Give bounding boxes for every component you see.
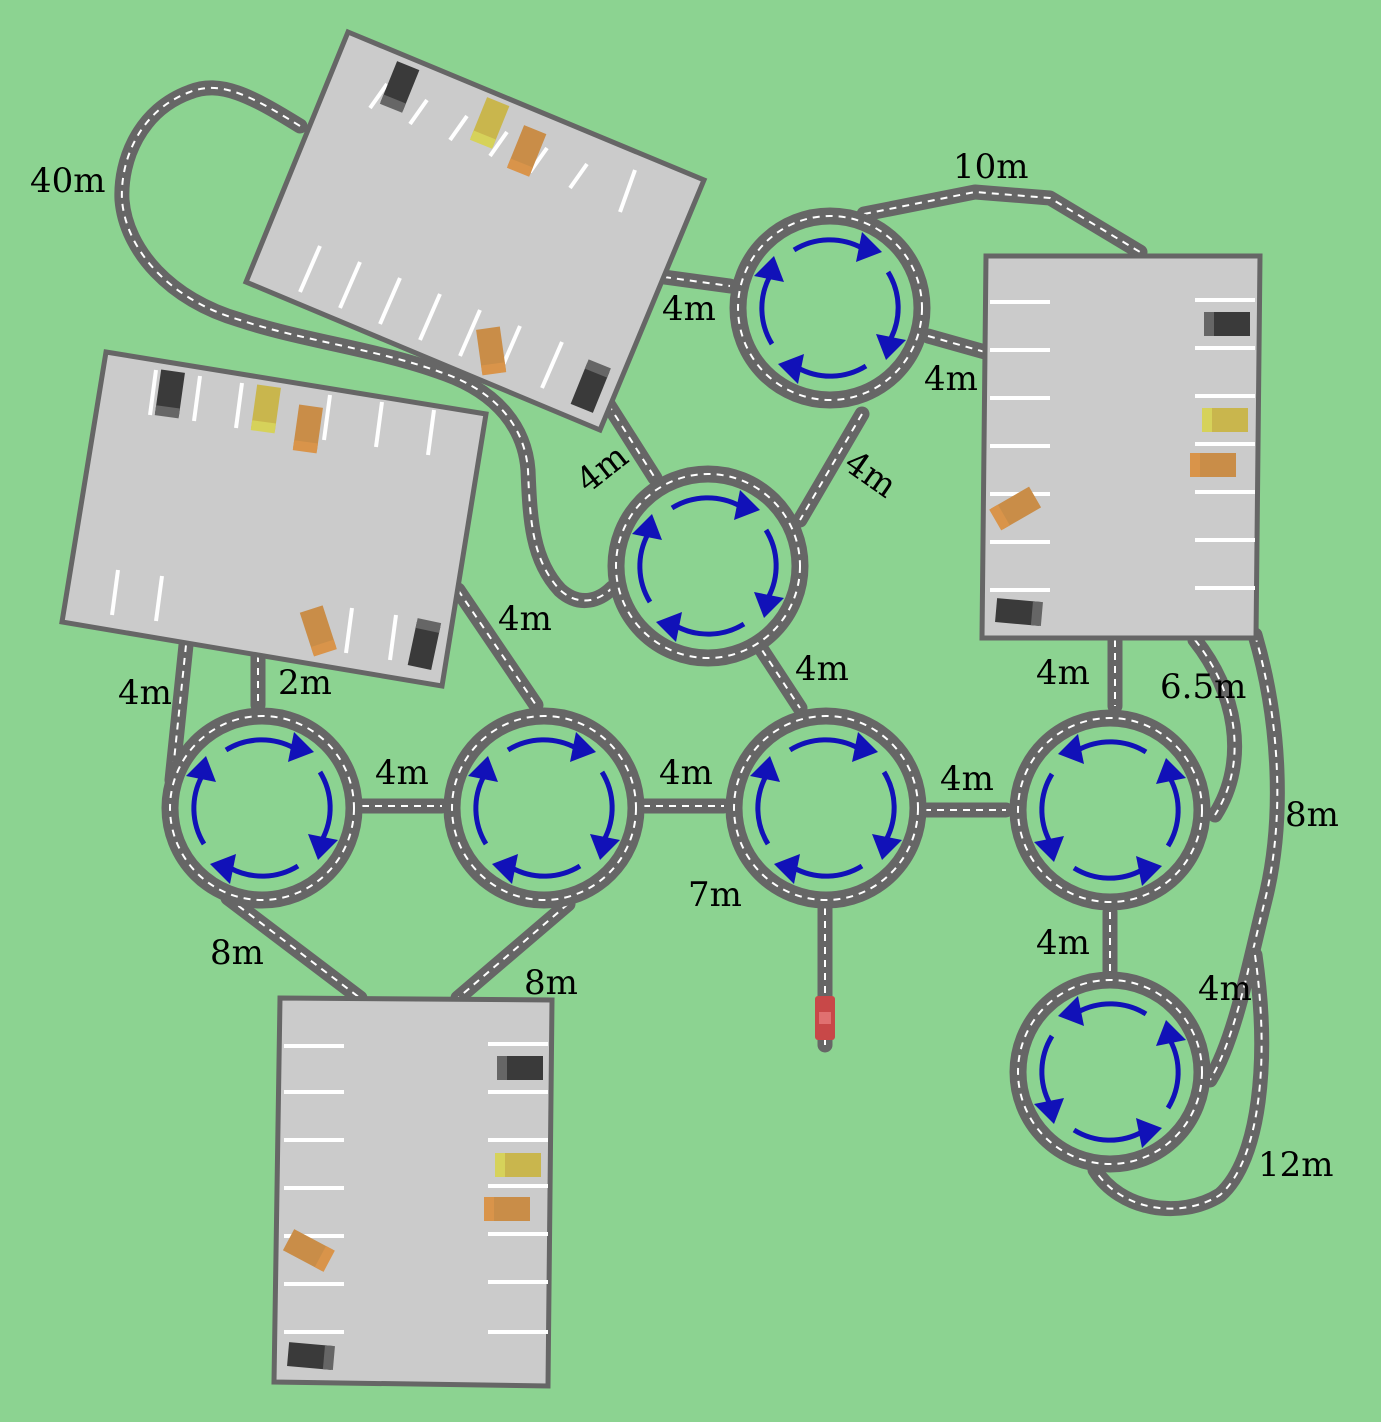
car-icon — [484, 1197, 530, 1221]
car-icon — [379, 61, 420, 113]
car-icon — [1190, 453, 1236, 477]
car-icon — [476, 326, 507, 376]
car-icon — [469, 97, 510, 149]
car-icon — [995, 598, 1043, 627]
car-icon — [292, 404, 323, 454]
car-icon — [497, 1056, 543, 1080]
car-icon — [506, 125, 547, 177]
label-lot-right-side-road: 6.5m — [1160, 667, 1246, 707]
label-lot-right-long-road: 8m — [1285, 795, 1339, 835]
parked-cars — [154, 61, 1250, 1371]
car-icon — [154, 369, 185, 419]
label-lot-to-rb-top: 4m — [662, 289, 716, 329]
car-icon — [570, 359, 611, 413]
label-rb-a-to-b: 4m — [375, 753, 429, 793]
road-network — [114, 80, 1285, 1217]
car-icon — [299, 605, 337, 657]
label-lot-left-to-center: 4m — [498, 599, 552, 639]
car-icon — [495, 1153, 541, 1177]
parking-lot-top — [242, 28, 708, 434]
parking-lot-bottom-stalls — [284, 1042, 548, 1334]
red-car-icon — [815, 996, 835, 1040]
label-rb-a-to-lot-bottom: 8m — [210, 933, 264, 973]
label-lot-left-to-rb-a: 4m — [118, 673, 172, 713]
label-rb-b-to-center: 4m — [659, 753, 713, 793]
parking-lot-left-stalls — [110, 369, 436, 661]
label-bottom-loop: 12m — [1258, 1145, 1334, 1185]
car-icon — [1204, 312, 1250, 336]
label-center-to-right: 4m — [940, 759, 994, 799]
car-icon — [989, 486, 1042, 531]
label-lot-left-to-rb-a-2: 2m — [278, 663, 332, 703]
parking-lot-right-stalls — [990, 298, 1255, 592]
parking-lot-bottom — [271, 995, 555, 1389]
label-rb-top-to-lot-right: 4m — [924, 359, 978, 399]
label-rb-b-to-lot-bottom: 8m — [524, 963, 578, 1003]
label-rb-mid-to-center: 4m — [795, 649, 849, 689]
parking-lot-left — [59, 349, 489, 689]
car-icon — [407, 618, 442, 671]
label-top-loop: 10m — [953, 147, 1029, 187]
parking-lots — [59, 28, 1263, 1389]
car-icon — [1202, 408, 1248, 432]
car-icon — [250, 384, 281, 434]
label-lot-loop: 40m — [30, 161, 106, 201]
car-icon — [282, 1229, 335, 1272]
label-lot-right-to-rb-right: 4m — [1036, 653, 1090, 693]
label-rb-right-to-bottom: 4m — [1036, 923, 1090, 963]
parking-lot-right — [979, 253, 1263, 641]
label-bottom-rb-road: 4m — [1198, 969, 1252, 1009]
label-center-exit: 7m — [688, 875, 742, 915]
car-icon — [287, 1342, 335, 1371]
